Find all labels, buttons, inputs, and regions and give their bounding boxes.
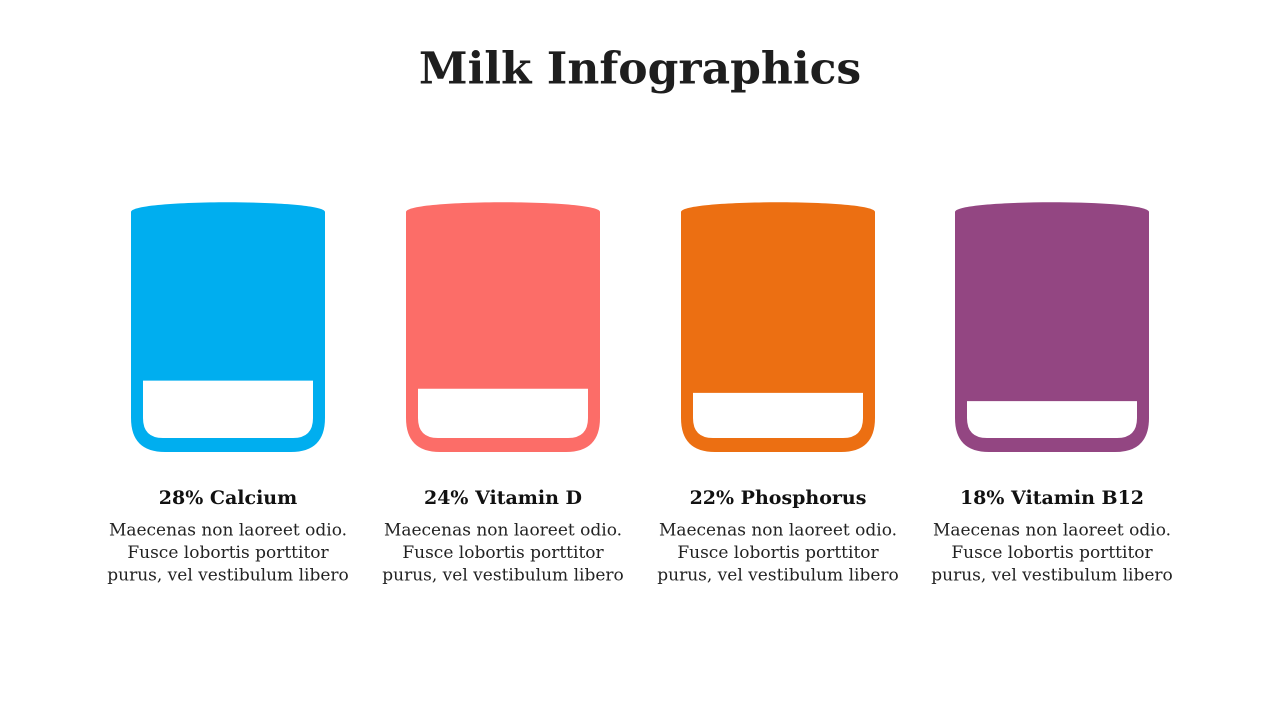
item-description: Maecenas non laoreet odio. [659,521,897,541]
item-description: purus, vel vestibulum libero [657,566,899,586]
item-description: Maecenas non laoreet odio. [384,521,622,541]
item-description: purus, vel vestibulum libero [931,566,1173,586]
item-description: Fusce lobortis porttitor [127,543,329,563]
item-description: purus, vel vestibulum libero [107,566,349,586]
cup [681,202,875,452]
item-description: Fusce lobortis porttitor [951,543,1153,563]
milk-level [693,392,863,438]
cup [955,202,1149,452]
title: Milk Infographics [419,44,861,95]
item-label: 22% Phosphorus [690,487,867,509]
item-description: Fusce lobortis porttitor [402,543,604,563]
milk-level [143,380,313,438]
item-label: 24% Vitamin D [424,487,582,509]
item-label: 28% Calcium [159,487,297,509]
milk-level [967,401,1137,438]
item-description: Fusce lobortis porttitor [677,543,879,563]
item-description: purus, vel vestibulum libero [382,566,624,586]
item-description: Maecenas non laoreet odio. [933,521,1171,541]
milk-level [418,388,588,438]
item-description: Maecenas non laoreet odio. [109,521,347,541]
item-label: 18% Vitamin B12 [960,487,1144,509]
